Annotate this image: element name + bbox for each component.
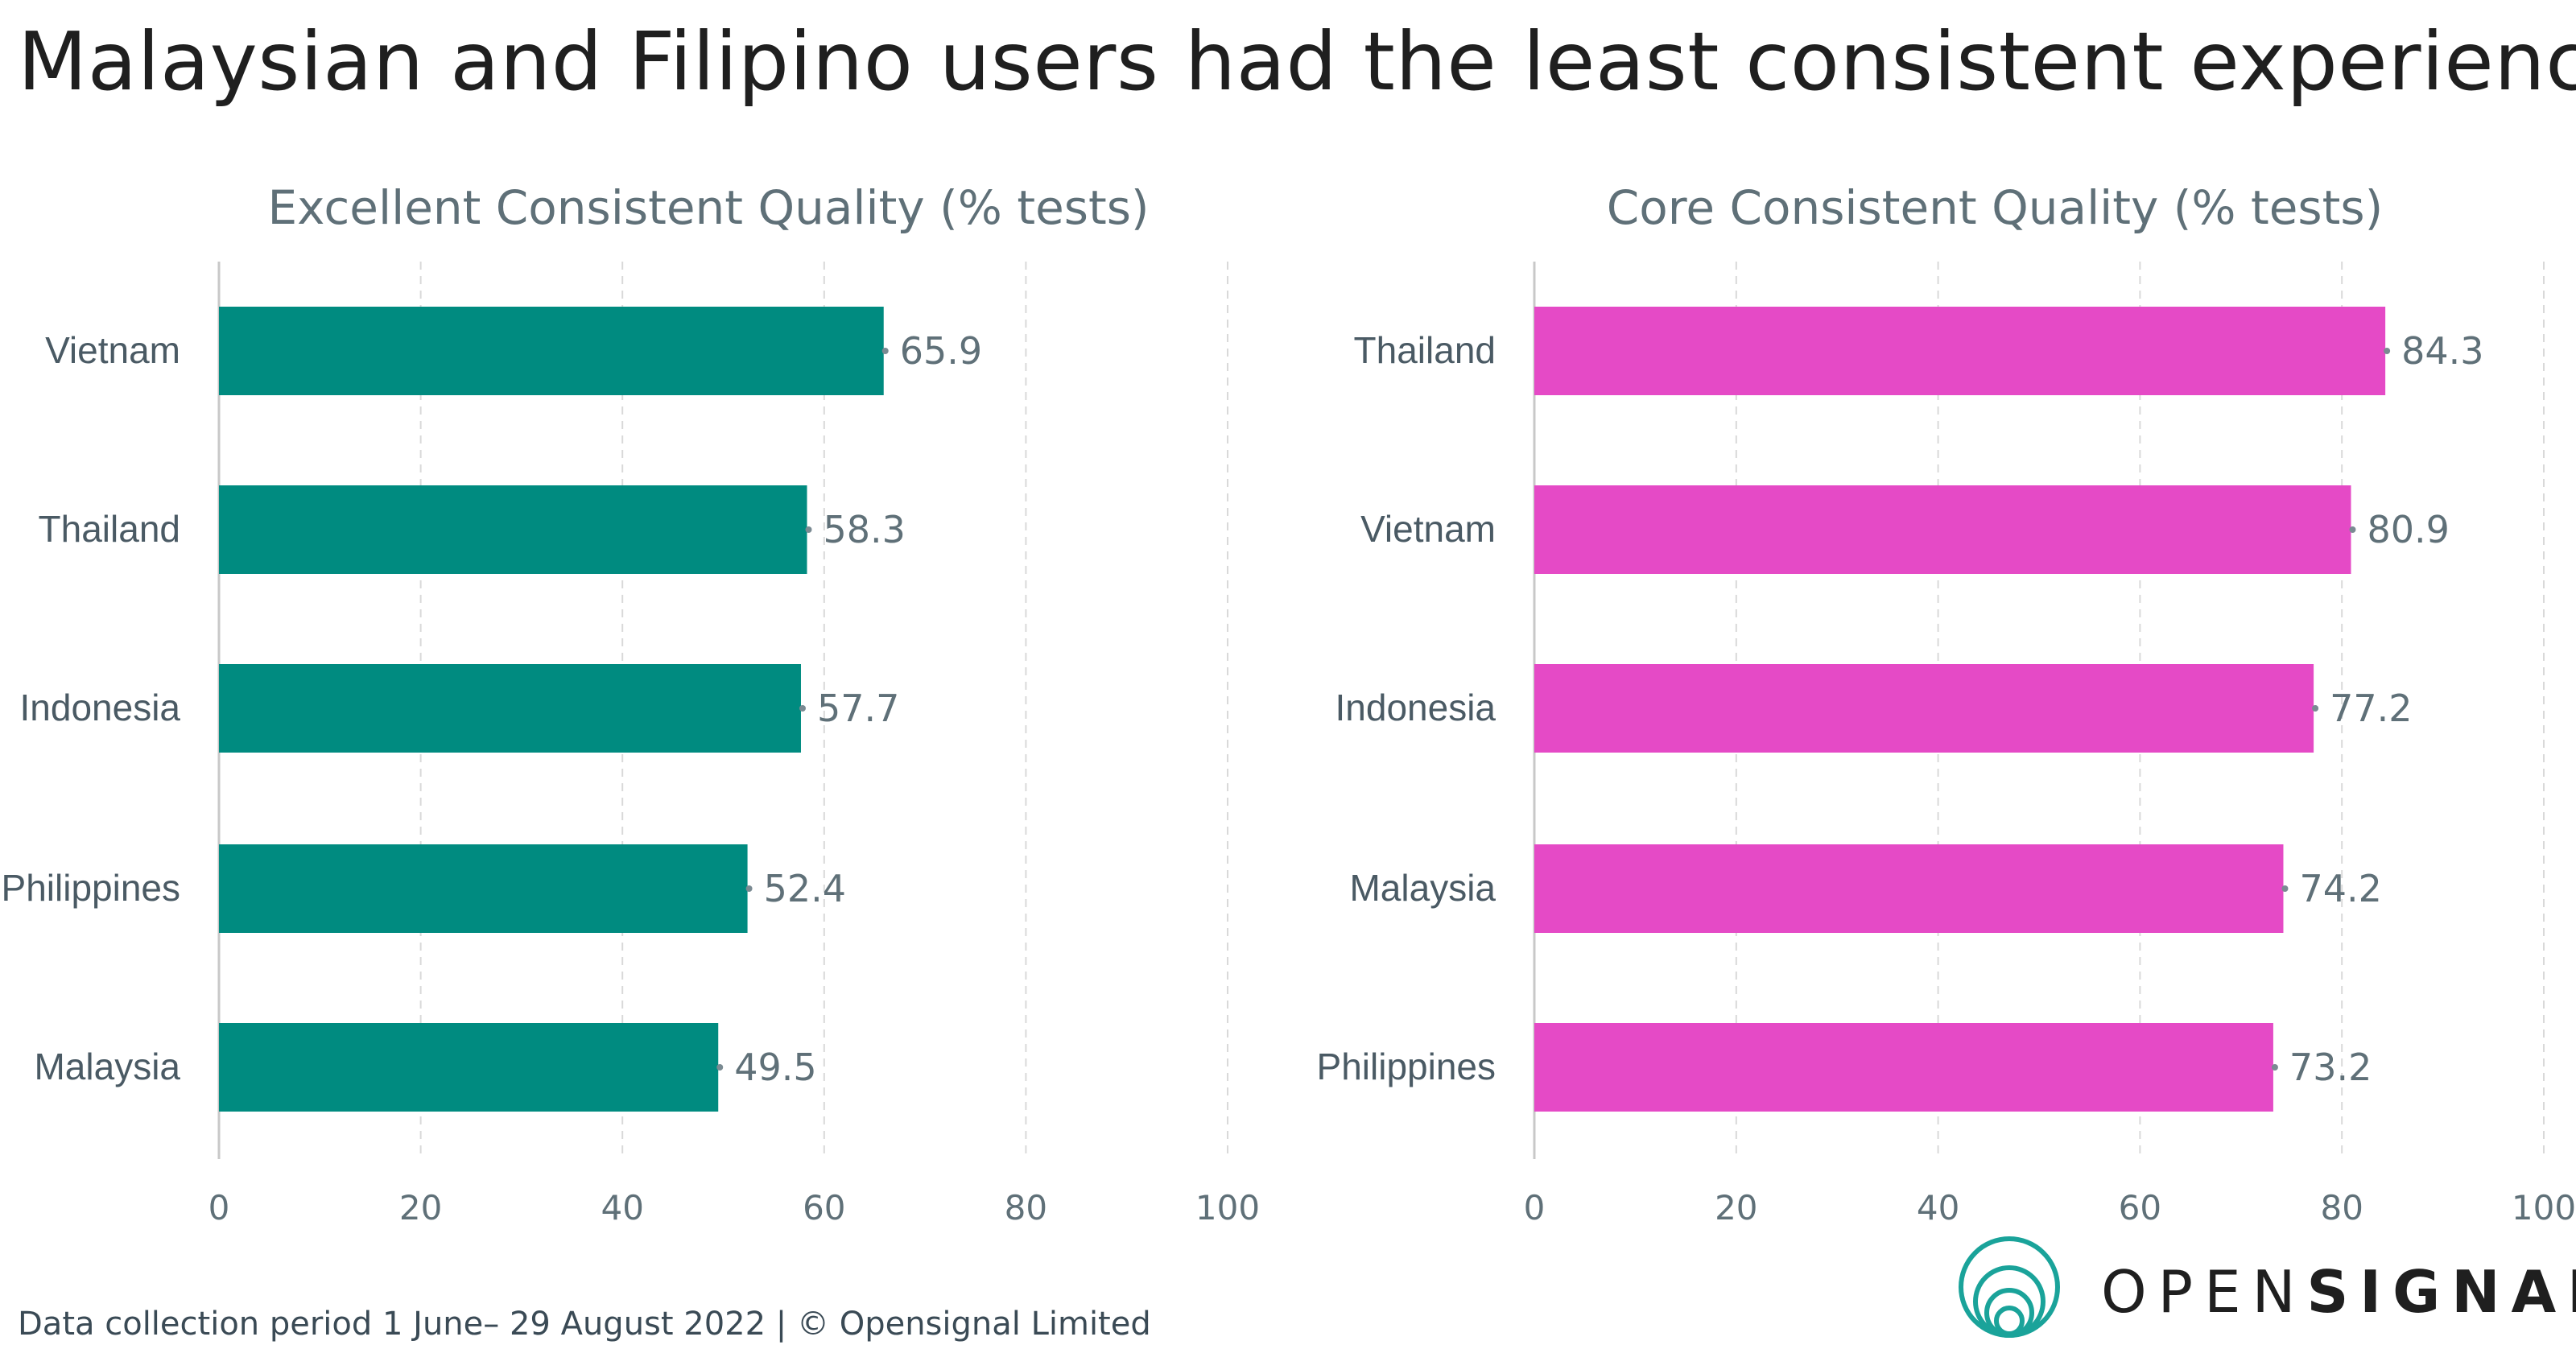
- data-label: 57.7: [817, 687, 899, 730]
- category-label: Thailand: [39, 508, 180, 550]
- bar-end-marker: [805, 526, 812, 533]
- data-label: 74.2: [2299, 867, 2381, 910]
- x-tick-label: 60: [2119, 1188, 2161, 1227]
- chart-title: Core Consistent Quality (% tests): [1607, 180, 2383, 235]
- bar-end-marker: [2271, 1064, 2278, 1071]
- bar-end-marker: [745, 885, 753, 892]
- footer-note: Data collection period 1 June– 29 August…: [18, 1306, 1151, 1343]
- logo-text-open: OPEN: [2101, 1258, 2307, 1326]
- category-label: Vietnam: [1360, 508, 1496, 550]
- data-label: 52.4: [764, 867, 846, 910]
- x-tick-label: 40: [601, 1188, 643, 1227]
- category-label: Indonesia: [20, 687, 181, 728]
- bar: [219, 485, 807, 574]
- category-label: Indonesia: [1335, 687, 1496, 728]
- data-label: 77.2: [2330, 687, 2412, 730]
- x-tick-label: 80: [2320, 1188, 2363, 1227]
- bar: [1534, 307, 2386, 395]
- bar-end-marker: [2384, 348, 2391, 354]
- data-label: 65.9: [900, 329, 982, 373]
- bar-end-marker: [881, 348, 889, 354]
- bar: [219, 844, 748, 933]
- data-label: 84.3: [2401, 329, 2483, 373]
- x-tick-label: 20: [399, 1188, 442, 1227]
- bar: [219, 307, 884, 395]
- bar: [219, 1023, 719, 1112]
- data-label: 58.3: [823, 508, 905, 551]
- opensignal-wordmark: OPENSIGNAL: [2101, 1258, 2576, 1326]
- data-label: 49.5: [734, 1046, 816, 1089]
- x-tick-label: 100: [2512, 1188, 2576, 1227]
- x-tick-label: 0: [208, 1188, 230, 1227]
- data-label: 80.9: [2367, 508, 2449, 551]
- chart-right: Core Consistent Quality (% tests) 0 20 40 60…: [1317, 180, 2576, 1227]
- x-tick-label: 0: [1524, 1188, 1546, 1227]
- category-label: Thailand: [1354, 329, 1496, 371]
- bar-end-marker: [716, 1064, 724, 1071]
- x-tick-label: 20: [1715, 1188, 1757, 1227]
- opensignal-logo-icon: [1959, 1236, 2060, 1338]
- category-label: Malaysia: [34, 1046, 180, 1087]
- logo-text-signal: SIGNAL: [2306, 1258, 2576, 1326]
- bar-end-marker: [2281, 885, 2289, 892]
- opensignal-logo: OPENSIGNAL: [1948, 1236, 2576, 1340]
- chart-title: Excellent Consistent Quality (% tests): [267, 180, 1149, 235]
- bar: [1534, 844, 2284, 933]
- bar: [1534, 485, 2351, 574]
- x-tick-label: 80: [1005, 1188, 1047, 1227]
- bar-end-marker: [799, 705, 806, 712]
- bar: [1534, 1023, 2273, 1112]
- category-label: Philippines: [1317, 1046, 1496, 1087]
- bar: [219, 664, 801, 753]
- bar-end-marker: [2349, 526, 2356, 533]
- chart-left: Excellent Consistent Quality (% tests) 0 2…: [2, 180, 1261, 1227]
- x-tick-label: 60: [803, 1188, 845, 1227]
- category-label: Philippines: [2, 867, 180, 909]
- category-label: Vietnam: [45, 329, 180, 371]
- data-label: 73.2: [2289, 1046, 2372, 1089]
- category-label: Malaysia: [1349, 867, 1496, 909]
- bar: [1534, 664, 2314, 753]
- page-title: Malaysian and Filipino users had the lea…: [18, 14, 2576, 109]
- x-tick-label: 100: [1195, 1188, 1260, 1227]
- x-tick-label: 40: [1917, 1188, 1959, 1227]
- bar-end-marker: [2312, 705, 2319, 712]
